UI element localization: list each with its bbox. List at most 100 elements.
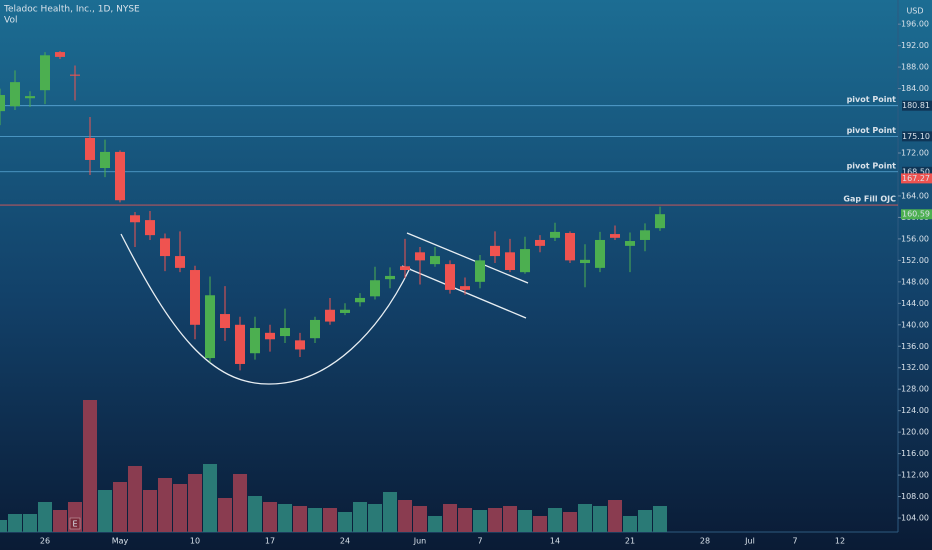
candle-body: [220, 314, 230, 329]
volume-bar: [653, 506, 667, 532]
x-tick-label: 24: [340, 537, 350, 546]
chart-title: Teladoc Health, Inc., 1D, NYSE: [3, 5, 140, 15]
volume-bar: [53, 510, 67, 532]
volume-bar: [38, 502, 52, 532]
volume-bar: [203, 464, 217, 532]
candle-body: [310, 319, 320, 339]
line-annotation: pivot Point: [847, 126, 897, 135]
volume-bar: [323, 508, 337, 532]
candle-body: [10, 82, 20, 107]
volume-bar: [23, 514, 37, 532]
candle-body: [415, 252, 425, 261]
y-tick-label: 184.00: [901, 84, 929, 93]
candle-body: [340, 309, 350, 313]
candle-body: [475, 260, 485, 282]
candle-body: [625, 241, 635, 246]
flag-line: [406, 232, 529, 284]
candle-body: [205, 295, 215, 359]
candle-body: [355, 297, 365, 303]
price-badge-label: 175.10: [902, 132, 930, 141]
x-tick-label: 7: [792, 537, 797, 546]
price-badge-label: 180.81: [902, 101, 930, 110]
candle-body: [295, 340, 305, 350]
volume-bar: [563, 512, 577, 532]
volume-bar: [488, 508, 502, 532]
candle-body: [85, 137, 95, 160]
y-tick-label: 164.00: [901, 191, 929, 200]
volume-bar: [383, 492, 397, 532]
y-tick-label: 156.00: [901, 234, 929, 243]
y-tick-label: 152.00: [901, 256, 929, 265]
volume-bar: [338, 512, 352, 532]
volume-bar: [263, 502, 277, 532]
candle-body: [655, 214, 665, 229]
y-tick-label: 148.00: [901, 277, 929, 286]
volume-bar: [83, 400, 97, 532]
volume-label: Vol: [4, 16, 17, 26]
volume-bar: [128, 466, 142, 532]
volume-bar: [173, 484, 187, 532]
candle-body: [520, 249, 530, 273]
candle-body: [505, 252, 515, 271]
candle-body: [55, 52, 65, 57]
y-tick-label: 132.00: [901, 363, 929, 372]
candle-body: [40, 55, 50, 91]
candle-body: [565, 232, 575, 261]
candle-body: [460, 286, 470, 290]
x-tick-label: Jun: [413, 537, 427, 546]
volume-bar: [158, 478, 172, 532]
x-tick-label: 10: [190, 537, 200, 546]
y-tick-label: 116.00: [901, 449, 929, 458]
y-tick-label: 120.00: [901, 428, 929, 437]
volume-bar: [623, 516, 637, 532]
x-tick-label: 21: [625, 537, 635, 546]
volume-bar: [353, 502, 367, 532]
candle-body: [175, 256, 185, 268]
volume-bar: [518, 510, 532, 532]
candle-body: [490, 245, 500, 257]
x-tick-label: Jul: [744, 537, 755, 546]
candle-body: [265, 332, 275, 340]
volume-bar: [443, 504, 457, 532]
volume-bar: [218, 498, 232, 532]
candle-body: [145, 220, 155, 236]
y-tick-label: 188.00: [901, 63, 929, 72]
volume-bar: [98, 490, 112, 532]
price-badge: [901, 173, 932, 184]
cup-curve: [120, 233, 411, 385]
y-tick-label: 104.00: [901, 514, 929, 523]
x-tick-label: 12: [835, 537, 845, 546]
candle-body: [25, 96, 35, 99]
volume-bar: [308, 508, 322, 532]
candle-body: [580, 259, 590, 264]
y-tick-label: 136.00: [901, 342, 929, 351]
y-tick-label: 196.00: [901, 20, 929, 29]
y-tick-label: 144.00: [901, 299, 929, 308]
candle-body: [535, 239, 545, 246]
y-tick-label: 108.00: [901, 492, 929, 501]
x-tick-label: 7: [477, 537, 482, 546]
candle-body: [370, 280, 380, 297]
volume-bar: [113, 482, 127, 532]
volume-bar: [593, 506, 607, 532]
volume-bar: [608, 500, 622, 532]
volume-bar: [398, 500, 412, 532]
x-tick-label: 26: [40, 537, 50, 546]
line-annotation: Gap Fill OJC: [843, 195, 896, 204]
volume-bar: [638, 510, 652, 532]
candle-body: [115, 151, 125, 201]
volume-bar: [413, 506, 427, 532]
x-tick-label: 28: [700, 537, 710, 546]
earnings-icon: [69, 517, 81, 530]
flag-line: [401, 265, 527, 319]
candle-body: [400, 266, 410, 271]
candle-body: [280, 328, 290, 337]
volume-bar: [578, 504, 592, 532]
candle-body: [0, 95, 5, 112]
candle-body: [445, 264, 455, 290]
line-annotation: pivot Point: [847, 95, 897, 104]
candle-body: [100, 151, 110, 169]
volume-bar: [188, 474, 202, 532]
candle-body: [250, 328, 260, 354]
